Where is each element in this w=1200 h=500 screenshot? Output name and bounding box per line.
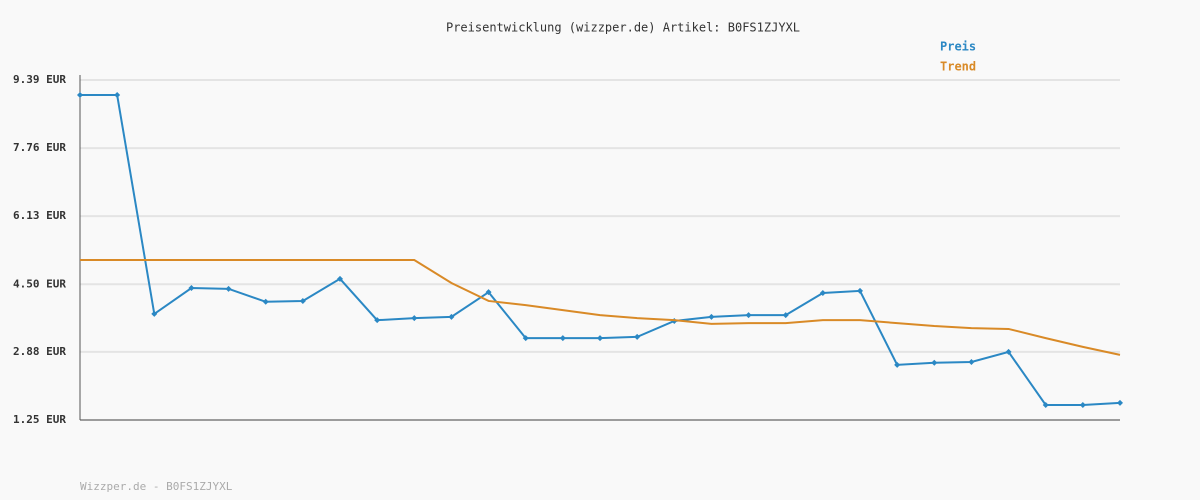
point <box>782 312 789 319</box>
point <box>411 315 418 322</box>
footer: Wizzper.de - B0FS1ZJYXL <box>80 480 233 493</box>
point <box>597 335 603 342</box>
point <box>448 313 455 320</box>
point <box>1005 348 1012 355</box>
point <box>745 312 752 319</box>
point <box>1079 401 1086 408</box>
point <box>77 92 83 99</box>
y-tick-label: 9.39 EUR <box>13 73 66 86</box>
legend-label: Preis <box>940 40 976 54</box>
point <box>634 333 641 340</box>
point <box>968 358 975 365</box>
y-tick-label: 1.25 EUR <box>13 413 66 426</box>
legend-label: Trend <box>940 60 976 74</box>
point <box>1117 399 1123 406</box>
point <box>262 298 269 305</box>
y-tick-label: 6.13 EUR <box>13 209 66 222</box>
point <box>485 289 492 296</box>
y-tick-label: 4.50 EUR <box>13 277 66 290</box>
point <box>931 359 938 366</box>
line-series <box>80 259 1121 356</box>
point <box>819 290 826 297</box>
y-tick-label: 2.88 EUR <box>13 345 66 358</box>
y-tick-label: 7.76 EUR <box>13 141 66 154</box>
point <box>559 335 566 342</box>
point <box>151 310 158 317</box>
point <box>894 361 901 368</box>
point <box>337 275 343 282</box>
chart-title: Preisentwicklung (wizzper.de) Artikel: B… <box>446 21 800 35</box>
point <box>1042 401 1049 408</box>
point <box>225 285 232 292</box>
point <box>522 335 529 342</box>
point <box>708 313 715 320</box>
point <box>374 317 381 324</box>
point <box>857 287 863 294</box>
point <box>114 92 121 99</box>
point <box>188 285 195 292</box>
point <box>299 297 306 304</box>
